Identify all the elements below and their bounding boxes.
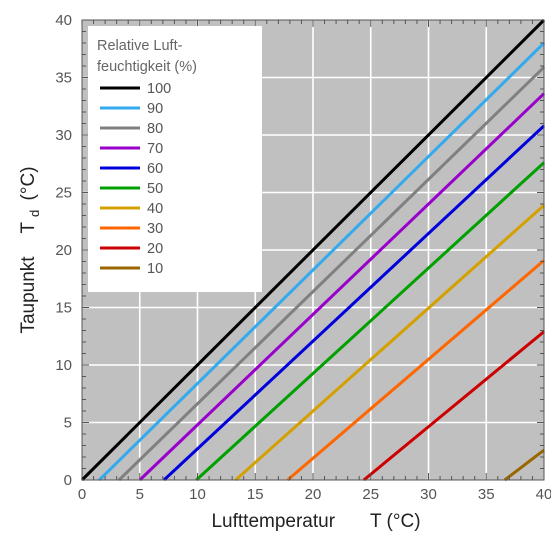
x-axis-unit: T (°C)	[370, 511, 421, 532]
series-line-60	[162, 124, 546, 482]
series-line-50	[195, 161, 546, 482]
y-tick-label-30: 30	[55, 127, 72, 144]
x-tick-label-10: 10	[189, 486, 206, 503]
y-tick-label-20: 20	[55, 242, 72, 259]
legend-label-20: 20	[147, 241, 163, 257]
legend-label-90: 90	[147, 101, 163, 117]
x-tick-label-40: 40	[536, 486, 551, 503]
axis-ticks	[81, 19, 545, 481]
y-axis-label-text: Taupunkt	[18, 256, 39, 334]
x-tick-label-5: 5	[136, 486, 144, 503]
x-axis-label: Lufttemperatur T (°C)	[211, 511, 420, 532]
series-line-10	[503, 448, 545, 482]
y-tick-label-35: 35	[55, 70, 72, 87]
series-line-70	[138, 92, 546, 482]
legend: Relative Luft- feuchtigkeit (%) 100 90 80 7…	[88, 26, 262, 292]
legend-title-line-2: feuchtigkeit (%)	[97, 59, 197, 75]
y-axis-unit: (°C)	[18, 166, 39, 200]
series-line-30	[286, 259, 545, 482]
series-line-100	[80, 18, 546, 482]
legend-label-60: 60	[147, 161, 163, 177]
data-series	[80, 18, 546, 482]
series-line-40	[234, 204, 545, 482]
legend-label-30: 30	[147, 221, 163, 237]
legend-label-80: 80	[147, 121, 163, 137]
y-tick-label-0: 0	[64, 472, 72, 489]
y-tick-label-25: 25	[55, 185, 72, 202]
legend-label-50: 50	[147, 181, 163, 197]
x-tick-label-30: 30	[420, 486, 437, 503]
y-axis-symbol-subscript: d	[27, 210, 42, 217]
y-tick-label-15: 15	[55, 300, 72, 317]
legend-label-40: 40	[147, 201, 163, 217]
y-axis-symbol: T	[18, 221, 39, 233]
series-line-20	[362, 330, 545, 482]
x-tick-label-35: 35	[478, 486, 495, 503]
tick-labels: 0 5 10 15 20 25 30 35 40 0 5 10 15 20 25 30 35 40	[55, 12, 551, 503]
x-tick-label-0: 0	[78, 486, 86, 503]
legend-label-10: 10	[147, 261, 163, 277]
series-line-90	[98, 41, 546, 482]
x-axis-label-text: Lufttemperatur	[211, 511, 335, 532]
y-tick-label-40: 40	[55, 12, 72, 29]
legend-entries: 100 90 80 70 60 50 40 30 20 10	[100, 81, 171, 277]
y-axis-label: Taupunkt T d (°C)	[18, 166, 44, 333]
series-line-80	[117, 66, 546, 482]
x-tick-label-20: 20	[305, 486, 322, 503]
legend-label-100: 100	[147, 81, 171, 97]
y-tick-label-10: 10	[55, 357, 72, 374]
y-tick-label-5: 5	[64, 415, 72, 432]
x-tick-label-15: 15	[247, 486, 264, 503]
legend-label-70: 70	[147, 141, 163, 157]
x-tick-label-25: 25	[362, 486, 379, 503]
legend-title-line-1: Relative Luft-	[97, 38, 183, 54]
